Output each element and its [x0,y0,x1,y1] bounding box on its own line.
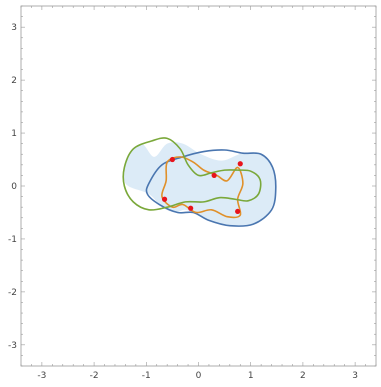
x-tick-label: -3 [37,371,46,381]
curve-3 [122,137,262,211]
y-tick-label: -1 [8,235,17,245]
y-tick-label: -2 [8,288,17,298]
y-tick-label: 3 [11,23,17,33]
x-tick-label: 0 [196,371,202,381]
y-tick-label: 1 [11,129,17,139]
marker-point-3 [237,161,243,167]
filled-region [123,142,277,227]
marker-point-2 [211,172,217,179]
curve-1 [145,149,277,227]
markers-layer [161,156,243,215]
x-tick-label: 3 [352,371,358,381]
x-tick-label: 2 [300,371,306,381]
x-tick-label: 1 [248,371,254,381]
marker-point-5 [188,205,194,211]
curves-layer [122,137,277,227]
y-tick-label: 2 [11,76,17,86]
marker-point-1 [169,156,175,163]
y-tick-label: -3 [8,341,17,351]
filled-region-layer [123,142,277,227]
marker-point-6 [235,208,241,215]
y-tick-label: 0 [11,182,17,192]
axes-layer: -3 -2 -1 0 1 2 3 -3 -2 -1 0 1 2 3 [8,5,377,381]
x-tick-label: -1 [142,371,151,381]
x-tick-label: -2 [90,371,99,381]
marker-point-4 [161,196,168,202]
